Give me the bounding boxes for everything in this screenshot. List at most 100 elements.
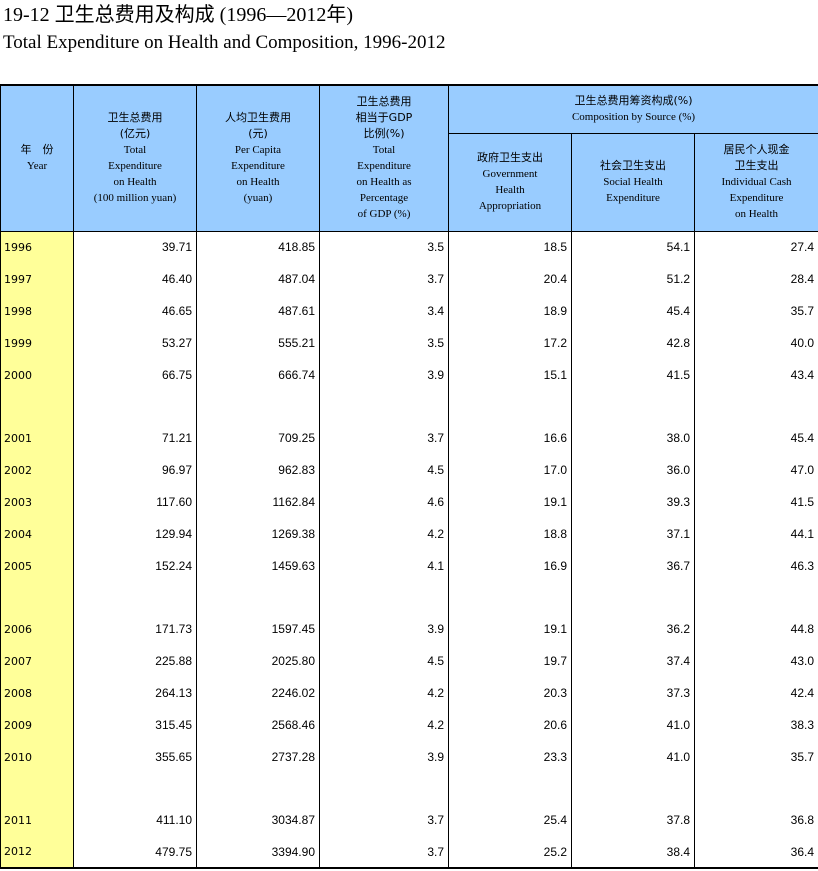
header-gdp-en-1: Total — [372, 144, 396, 157]
cell-gdp: 3.7 — [319, 804, 449, 836]
table-row: 2002 96.97 962.83 4.5 17.0 36.0 47.0 — [0, 454, 818, 486]
header-total: 卫生总费用 (亿元) Total Expenditure on Health (… — [73, 84, 197, 232]
cell-social: 39.3 — [571, 486, 695, 518]
cell-total: 355.65 — [73, 741, 197, 773]
header-social-en-2: Expenditure — [606, 192, 660, 204]
cell-percap: 1269.38 — [196, 518, 320, 550]
header-gov-en-3: Appropriation — [478, 200, 542, 212]
cell-social: 41.0 — [571, 709, 695, 741]
cell-indiv: 44.8 — [693, 613, 818, 645]
header-percap-cn: 人均卫生费用 — [225, 111, 291, 125]
header-total-en-2: Expenditure — [108, 160, 162, 173]
cell-percap: 709.25 — [196, 422, 320, 454]
cell-gov: 15.1 — [448, 359, 572, 391]
cell-total: 39.71 — [73, 231, 197, 263]
header-social-en-1: Social Health — [603, 176, 663, 188]
cell-gov: 19.1 — [448, 486, 572, 518]
cell-year: 2002 — [0, 454, 74, 486]
cell-gdp: 3.9 — [319, 613, 449, 645]
cell-gov: 18.8 — [448, 518, 572, 550]
cell-indiv — [693, 391, 818, 422]
header-indiv-cn-2: 卫生支出 — [734, 159, 779, 172]
cell-gdp: 4.5 — [319, 645, 449, 677]
cell-total: 225.88 — [73, 645, 197, 677]
cell-percap: 2246.02 — [196, 677, 320, 709]
cell-year — [0, 582, 74, 613]
cell-indiv: 38.3 — [693, 709, 818, 741]
cell-social: 37.1 — [571, 518, 695, 550]
table-row-spacer — [0, 391, 818, 422]
cell-year: 2010 — [0, 741, 74, 773]
cell-gdp: 3.9 — [319, 359, 449, 391]
cell-percap: 1459.63 — [196, 550, 320, 582]
cell-gov: 19.1 — [448, 613, 572, 645]
cell-gdp — [319, 582, 449, 613]
header-comp-cn: 卫生总费用筹资构成(%) — [574, 94, 693, 108]
header-percap-en-2: Expenditure — [231, 160, 285, 173]
header-gdp-cn-2: 相当于GDP — [355, 111, 413, 125]
table-row-spacer — [0, 582, 818, 613]
cell-year: 2000 — [0, 359, 74, 391]
cell-percap: 2568.46 — [196, 709, 320, 741]
cell-gov — [448, 391, 572, 422]
header-gov-en-1: Government — [482, 168, 538, 180]
cell-gov: 19.7 — [448, 645, 572, 677]
header-percap: 人均卫生费用 (元) Per Capita Expenditure on Hea… — [196, 84, 320, 232]
cell-percap: 962.83 — [196, 454, 320, 486]
cell-gov: 25.4 — [448, 804, 572, 836]
cell-gdp — [319, 773, 449, 804]
header-percap-en-4: (yuan) — [243, 192, 273, 205]
cell-total: 46.40 — [73, 263, 197, 295]
table-body: 1996 39.71 418.85 3.5 18.5 54.1 27.4 1997 46.40 4… — [0, 231, 818, 869]
cell-year: 2004 — [0, 518, 74, 550]
cell-year: 2001 — [0, 422, 74, 454]
cell-year: 1997 — [0, 263, 74, 295]
table-row: 2012 479.75 3394.90 3.7 25.2 38.4 36.4 — [0, 836, 818, 869]
cell-gov: 17.2 — [448, 327, 572, 359]
table-row: 2004 129.94 1269.38 4.2 18.8 37.1 44.1 — [0, 518, 818, 550]
cell-percap: 3394.90 — [196, 836, 320, 869]
header-total-en-3: on Health — [113, 176, 157, 189]
cell-social: 36.0 — [571, 454, 695, 486]
table-row: 1999 53.27 555.21 3.5 17.2 42.8 40.0 — [0, 327, 818, 359]
cell-total: 71.21 — [73, 422, 197, 454]
cell-indiv — [693, 582, 818, 613]
cell-gdp: 4.1 — [319, 550, 449, 582]
cell-social: 37.3 — [571, 677, 695, 709]
cell-gdp: 3.7 — [319, 422, 449, 454]
cell-percap: 1162.84 — [196, 486, 320, 518]
cell-total: 411.10 — [73, 804, 197, 836]
table-row: 1997 46.40 487.04 3.7 20.4 51.2 28.4 — [0, 263, 818, 295]
cell-social — [571, 773, 695, 804]
cell-social: 37.4 — [571, 645, 695, 677]
table-row: 1998 46.65 487.61 3.4 18.9 45.4 35.7 — [0, 295, 818, 327]
health-expenditure-table: 年 份 Year 卫生总费用 (亿元) Total Expenditure on… — [0, 84, 818, 869]
cell-total — [73, 391, 197, 422]
cell-social: 38.4 — [571, 836, 695, 869]
cell-indiv: 27.4 — [693, 231, 818, 263]
cell-total: 117.60 — [73, 486, 197, 518]
cell-year — [0, 391, 74, 422]
table-row: 2007 225.88 2025.80 4.5 19.7 37.4 43.0 — [0, 645, 818, 677]
header-social: 社会卫生支出 Social Health Expenditure — [571, 132, 695, 232]
header-gdp-en-4: Percentage — [359, 192, 409, 205]
cell-total: 152.24 — [73, 550, 197, 582]
header-gdp-cn-1: 卫生总费用 — [356, 95, 412, 109]
cell-gov — [448, 773, 572, 804]
header-indiv-en-1: Individual Cash — [721, 176, 792, 188]
cell-percap: 1597.45 — [196, 613, 320, 645]
cell-gdp: 3.4 — [319, 295, 449, 327]
cell-total: 264.13 — [73, 677, 197, 709]
header-percap-unit: (元) — [248, 127, 268, 141]
header-percap-en-1: Per Capita — [234, 144, 282, 157]
header-gdp-en-3: on Health as — [356, 176, 412, 189]
header-gov-cn: 政府卫生支出 — [477, 151, 543, 164]
cell-gdp: 3.7 — [319, 836, 449, 869]
header-gdp-en-5: of GDP (%) — [357, 208, 411, 221]
cell-indiv: 36.8 — [693, 804, 818, 836]
cell-total: 53.27 — [73, 327, 197, 359]
cell-social: 36.7 — [571, 550, 695, 582]
cell-indiv: 28.4 — [693, 263, 818, 295]
cell-year: 2011 — [0, 804, 74, 836]
table-row: 2010 355.65 2737.28 3.9 23.3 41.0 35.7 — [0, 741, 818, 773]
